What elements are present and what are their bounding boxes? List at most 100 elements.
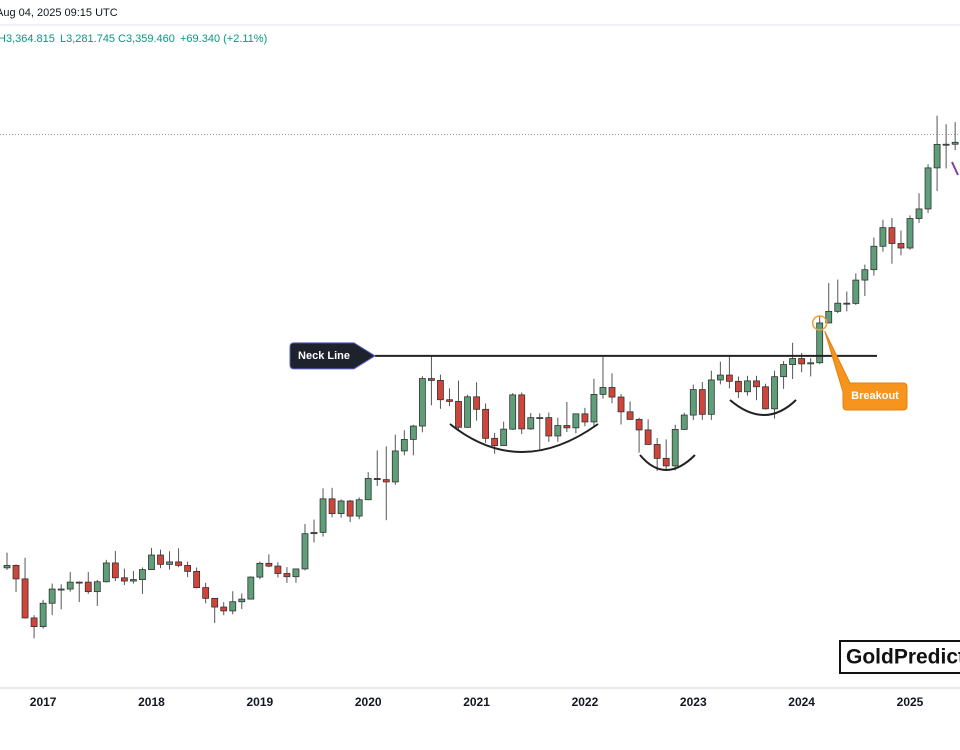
candle-body	[897, 243, 905, 249]
candle-body	[662, 457, 670, 467]
candle-body	[689, 389, 697, 416]
x-tick-label: 2024	[788, 695, 815, 709]
candle-body	[175, 561, 182, 566]
breakout-label-box	[824, 330, 908, 411]
candle-body	[915, 208, 923, 219]
neck-label-box	[289, 342, 376, 370]
candle-body	[428, 378, 435, 381]
candle-body	[599, 387, 607, 395]
candle-body	[951, 141, 959, 145]
x-tick-label: 2023	[680, 695, 707, 709]
candle-body	[572, 413, 580, 429]
candle-body	[75, 581, 83, 584]
candle-body	[247, 576, 255, 600]
header-high: H3,364.815	[0, 33, 55, 45]
x-tick-label: 2025	[897, 695, 924, 709]
candle-body	[563, 425, 571, 429]
candle-body	[626, 411, 634, 420]
candle-body	[84, 581, 92, 593]
candle-body	[391, 450, 399, 483]
x-tick-label: 2019	[246, 695, 273, 709]
candle-body	[166, 561, 173, 565]
pattern-curve	[729, 399, 797, 416]
candle-body	[12, 564, 20, 580]
candle-body	[762, 386, 769, 410]
pattern-curve	[449, 423, 599, 453]
candle-body	[337, 500, 345, 514]
candle-body	[653, 444, 661, 459]
candle-body	[744, 380, 751, 393]
candle-body	[373, 478, 381, 481]
candle-body	[48, 588, 56, 604]
candle-body	[834, 302, 842, 312]
candle-body	[148, 554, 155, 571]
candle-body	[319, 498, 327, 533]
x-tick-label: 2022	[572, 695, 599, 709]
candle-body	[680, 414, 688, 430]
candle-body	[157, 554, 164, 565]
candle-body	[843, 302, 851, 305]
candle-body	[933, 143, 941, 169]
candle-body	[328, 498, 336, 514]
arrow-stroke	[951, 161, 959, 176]
candle-body	[870, 245, 878, 271]
candle-body	[455, 401, 462, 428]
candle-body	[283, 573, 291, 578]
candle-body	[780, 364, 787, 378]
breakout-label: Breakout	[851, 390, 899, 402]
candle-body	[3, 564, 11, 569]
candle-body	[202, 587, 210, 599]
candle-body	[852, 279, 860, 304]
candle-body	[139, 569, 146, 580]
candle-body	[446, 399, 453, 402]
candle-body	[617, 396, 625, 413]
candle-body	[184, 564, 192, 572]
candle-body	[238, 598, 246, 603]
candle-body	[355, 499, 363, 517]
candle-body	[57, 588, 65, 591]
candle-body	[30, 617, 38, 627]
header-close: C3,359.460	[118, 33, 175, 45]
candle-body	[66, 581, 74, 590]
candle-body	[825, 310, 833, 324]
candle-body	[771, 376, 778, 410]
header-date: Aug 04, 2025 09:15 UTC	[0, 7, 118, 19]
candle-body	[93, 581, 101, 593]
candle-body	[473, 396, 480, 410]
candle-body	[735, 380, 742, 393]
candle-body	[807, 362, 815, 365]
candle-body	[888, 227, 896, 244]
candle-body	[545, 417, 553, 437]
candle-body	[256, 562, 264, 578]
watermark-box	[839, 640, 960, 674]
candle-body	[635, 418, 643, 431]
candle-body	[644, 429, 652, 445]
candle-body	[418, 378, 426, 427]
candle-body	[364, 478, 372, 501]
candle-body	[500, 428, 508, 446]
candle-body	[879, 227, 887, 247]
candle-body	[39, 602, 47, 627]
candle-body	[707, 379, 715, 415]
candle-body	[753, 380, 760, 388]
candle-body	[193, 570, 201, 588]
candle-body	[816, 322, 824, 364]
header-low: L3,281.745	[60, 33, 115, 45]
breakout-circle	[811, 315, 828, 331]
x-tick-label: 2018	[138, 695, 165, 709]
candle-body	[581, 413, 589, 423]
candle-body	[409, 425, 417, 440]
candle-body	[265, 562, 273, 567]
candle-body	[120, 577, 128, 582]
candle-body	[292, 568, 300, 578]
x-tick-label: 2017	[30, 695, 57, 709]
candle-body	[130, 579, 137, 582]
candle-body	[906, 218, 914, 249]
pattern-curve	[639, 454, 696, 471]
candle-body	[554, 425, 562, 437]
candle-body	[789, 358, 797, 365]
x-tick-label: 2021	[463, 695, 490, 709]
candle-body	[111, 562, 119, 579]
candle-body	[924, 167, 932, 210]
